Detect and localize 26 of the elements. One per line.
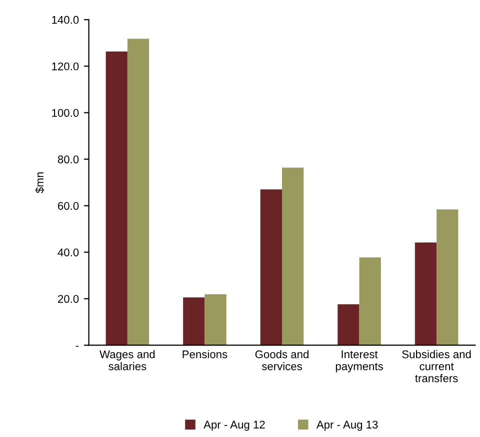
y-tick-label: 120.0: [52, 62, 79, 70]
bar: [127, 38, 150, 346]
bar: [414, 242, 437, 346]
bar: [260, 189, 282, 346]
x-tick-label: Interest payments: [336, 350, 383, 372]
y-axis-title: $mn: [35, 172, 44, 194]
bar: [359, 257, 381, 346]
x-tick-label: Goods and services: [255, 350, 308, 370]
bar: [282, 168, 304, 346]
bar: [338, 304, 360, 346]
x-tick-label: Pensions: [182, 350, 228, 358]
y-tick-label: 80.0: [58, 155, 79, 164]
y-tick-label: 60.0: [58, 202, 79, 210]
y-tick-label: 20.0: [58, 294, 79, 303]
x-tick-label: Wages and salaries: [100, 350, 155, 370]
bar: [436, 209, 458, 346]
bar: [106, 52, 128, 346]
legend-label: Apr - Aug 12: [204, 420, 265, 431]
bar: [204, 294, 226, 346]
y-tick-label: 40.0: [58, 248, 79, 256]
y-tick-label: 100.0: [52, 108, 79, 117]
x-tick-label: Subsidies and current transfers: [402, 350, 471, 382]
y-tick-label: 140.0: [52, 16, 79, 24]
legend-label: Apr - Aug 13: [316, 420, 378, 431]
bar: [183, 297, 205, 346]
y-tick-label: -: [76, 346, 79, 347]
